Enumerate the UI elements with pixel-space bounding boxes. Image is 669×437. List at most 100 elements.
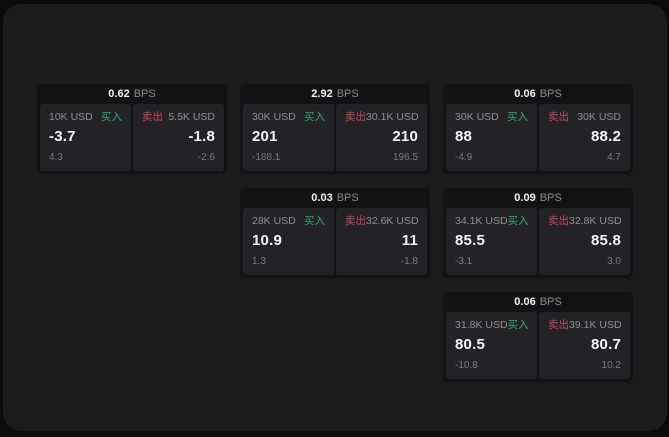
buy-delta: 1.3 bbox=[252, 256, 266, 267]
sell-quote-panel[interactable]: 卖出 32.8K USD 85.8 3.0 bbox=[539, 208, 630, 275]
buy-price: 10.9 bbox=[252, 232, 282, 249]
buy-price: -3.7 bbox=[49, 128, 76, 145]
sell-price: 85.8 bbox=[591, 232, 621, 249]
buy-price: 80.5 bbox=[455, 336, 485, 353]
buy-side-label: 买入 bbox=[304, 111, 325, 123]
buy-amount: 30K USD bbox=[455, 111, 499, 123]
sell-amount: 32.8K USD bbox=[569, 215, 622, 227]
bps-value: 0.62 bbox=[108, 88, 130, 100]
quote-card: 0.09 BPS 34.1K USD 买入 85.5 -3.1 卖出 32.8K… bbox=[443, 188, 633, 278]
buy-quote-panel[interactable]: 30K USD 买入 88 -4.9 bbox=[446, 104, 537, 171]
sell-panel-top: 卖出 32.6K USD bbox=[345, 215, 419, 228]
card-body: 31.8K USD 买入 80.5 -10.8 卖出 39.1K USD 80.… bbox=[443, 312, 633, 382]
sell-delta: 4.7 bbox=[607, 152, 621, 163]
buy-side-label: 买入 bbox=[507, 215, 529, 227]
sell-delta: 3.0 bbox=[607, 256, 621, 267]
buy-amount: 34.1K USD bbox=[455, 215, 508, 227]
buy-side-label: 买入 bbox=[101, 111, 122, 123]
bps-unit-label: BPS bbox=[539, 192, 562, 204]
buy-delta: -3.1 bbox=[455, 256, 473, 267]
buy-quote-panel[interactable]: 34.1K USD 买入 85.5 -3.1 bbox=[446, 208, 537, 275]
app-window: 0.62 BPS 10K USD 买入 -3.7 4.3 卖出 5.5K USD… bbox=[3, 4, 667, 431]
bps-unit-label: BPS bbox=[539, 88, 562, 100]
buy-price: 201 bbox=[252, 128, 278, 145]
sell-panel-top: 卖出 5.5K USD bbox=[142, 111, 215, 124]
sell-quote-panel[interactable]: 卖出 39.1K USD 80.7 10.2 bbox=[539, 312, 630, 379]
buy-delta: 4.3 bbox=[49, 152, 63, 163]
buy-delta: -4.9 bbox=[455, 152, 473, 163]
buy-side-label: 买入 bbox=[304, 215, 325, 227]
buy-side-label: 买入 bbox=[507, 111, 528, 123]
buy-amount: 31.8K USD bbox=[455, 319, 508, 331]
card-header: 2.92 BPS bbox=[240, 84, 430, 104]
sell-amount: 30K USD bbox=[577, 111, 621, 123]
sell-quote-panel[interactable]: 卖出 5.5K USD -1.8 -2.6 bbox=[133, 104, 224, 171]
card-header: 0.06 BPS bbox=[443, 84, 633, 104]
card-body: 10K USD 买入 -3.7 4.3 卖出 5.5K USD -1.8 -2.… bbox=[37, 104, 227, 174]
card-body: 28K USD 买入 10.9 1.3 卖出 32.6K USD 11 -1.8 bbox=[240, 208, 430, 278]
sell-amount: 30.1K USD bbox=[366, 111, 419, 123]
buy-delta: -188.1 bbox=[252, 152, 281, 163]
sell-side-label: 卖出 bbox=[548, 215, 569, 227]
quote-card: 0.62 BPS 10K USD 买入 -3.7 4.3 卖出 5.5K USD… bbox=[37, 84, 227, 174]
sell-price: 210 bbox=[392, 128, 418, 145]
sell-delta: 10.2 bbox=[601, 360, 621, 371]
buy-panel-top: 30K USD 买入 bbox=[455, 111, 528, 124]
card-body: 30K USD 买入 201 -188.1 卖出 30.1K USD 210 1… bbox=[240, 104, 430, 174]
buy-price: 85.5 bbox=[455, 232, 485, 249]
card-body: 34.1K USD 买入 85.5 -3.1 卖出 32.8K USD 85.8… bbox=[443, 208, 633, 278]
bps-unit-label: BPS bbox=[133, 88, 156, 100]
buy-delta: -10.8 bbox=[455, 360, 478, 371]
quote-card: 0.06 BPS 30K USD 买入 88 -4.9 卖出 30K USD 8… bbox=[443, 84, 633, 174]
quote-card: 0.03 BPS 28K USD 买入 10.9 1.3 卖出 32.6K US… bbox=[240, 188, 430, 278]
sell-price: 80.7 bbox=[591, 336, 621, 353]
card-header: 0.06 BPS bbox=[443, 292, 633, 312]
sell-side-label: 卖出 bbox=[345, 111, 366, 123]
card-header: 0.03 BPS bbox=[240, 188, 430, 208]
sell-quote-panel[interactable]: 卖出 30K USD 88.2 4.7 bbox=[539, 104, 630, 171]
bps-value: 2.92 bbox=[311, 88, 333, 100]
bps-value: 0.06 bbox=[514, 88, 536, 100]
bps-value: 0.03 bbox=[311, 192, 333, 204]
buy-quote-panel[interactable]: 10K USD 买入 -3.7 4.3 bbox=[40, 104, 131, 171]
bps-value: 0.09 bbox=[514, 192, 536, 204]
buy-amount: 28K USD bbox=[252, 215, 296, 227]
sell-panel-top: 卖出 30K USD bbox=[548, 111, 621, 124]
buy-price: 88 bbox=[455, 128, 473, 145]
quote-card: 0.06 BPS 31.8K USD 买入 80.5 -10.8 卖出 39.1… bbox=[443, 292, 633, 382]
bps-unit-label: BPS bbox=[336, 192, 359, 204]
sell-price: 88.2 bbox=[591, 128, 621, 145]
sell-price: -1.8 bbox=[188, 128, 215, 145]
buy-panel-top: 10K USD 买入 bbox=[49, 111, 122, 124]
buy-panel-top: 30K USD 买入 bbox=[252, 111, 325, 124]
buy-panel-top: 34.1K USD 买入 bbox=[455, 215, 529, 228]
buy-amount: 10K USD bbox=[49, 111, 93, 123]
bps-unit-label: BPS bbox=[539, 296, 562, 308]
sell-price: 11 bbox=[401, 232, 418, 249]
buy-panel-top: 28K USD 买入 bbox=[252, 215, 325, 228]
sell-panel-top: 卖出 30.1K USD bbox=[345, 111, 419, 124]
card-header: 0.09 BPS bbox=[443, 188, 633, 208]
sell-panel-top: 卖出 32.8K USD bbox=[548, 215, 622, 228]
sell-side-label: 卖出 bbox=[548, 319, 569, 331]
card-body: 30K USD 买入 88 -4.9 卖出 30K USD 88.2 4.7 bbox=[443, 104, 633, 174]
buy-quote-panel[interactable]: 31.8K USD 买入 80.5 -10.8 bbox=[446, 312, 537, 379]
sell-quote-panel[interactable]: 卖出 30.1K USD 210 196.5 bbox=[336, 104, 427, 171]
bps-value: 0.06 bbox=[514, 296, 536, 308]
quote-card: 2.92 BPS 30K USD 买入 201 -188.1 卖出 30.1K … bbox=[240, 84, 430, 174]
quote-grid: 0.62 BPS 10K USD 买入 -3.7 4.3 卖出 5.5K USD… bbox=[37, 84, 633, 382]
sell-delta: 196.5 bbox=[392, 152, 418, 163]
sell-quote-panel[interactable]: 卖出 32.6K USD 11 -1.8 bbox=[336, 208, 427, 275]
buy-quote-panel[interactable]: 30K USD 买入 201 -188.1 bbox=[243, 104, 334, 171]
sell-side-label: 卖出 bbox=[142, 111, 163, 123]
sell-side-label: 卖出 bbox=[345, 215, 366, 227]
sell-amount: 32.6K USD bbox=[366, 215, 419, 227]
buy-amount: 30K USD bbox=[252, 111, 296, 123]
sell-amount: 5.5K USD bbox=[168, 111, 215, 123]
buy-quote-panel[interactable]: 28K USD 买入 10.9 1.3 bbox=[243, 208, 334, 275]
sell-side-label: 卖出 bbox=[548, 111, 569, 123]
buy-side-label: 买入 bbox=[507, 319, 529, 331]
sell-delta: -1.8 bbox=[400, 256, 418, 267]
sell-delta: -2.6 bbox=[197, 152, 215, 163]
sell-amount: 39.1K USD bbox=[569, 319, 622, 331]
